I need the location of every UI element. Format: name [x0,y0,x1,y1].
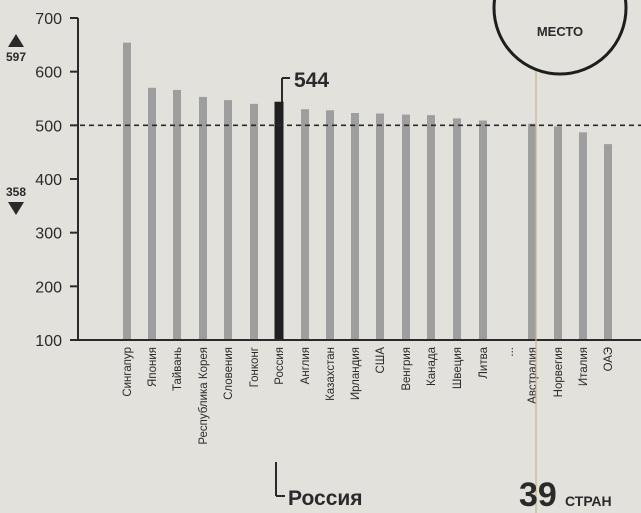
x-tick-label: Япония [147,347,159,387]
y-tick-label: 400 [35,172,62,189]
bar [554,126,562,340]
x-tick-label: Тайвань [172,347,184,391]
russia-name-label: Россия [288,487,363,510]
bars [123,42,612,341]
y-axis: 100 200 300 400 500 600 700 [35,11,79,350]
bar [453,118,461,341]
x-tick-label: Канада [426,346,438,386]
x-labels: Сингапур Япония Тайвань Республика Корея Сло… [122,346,615,444]
y-tick-label: 100 [35,333,62,350]
x-tick-label: Австралия [527,347,539,404]
bar [427,115,435,341]
place-label: МЕСТО [537,24,583,39]
bar [148,87,156,341]
bar [528,123,536,341]
scale-min-marker: 358 [6,185,26,215]
x-tick-label: Норвегия [553,347,565,397]
x-tick-label: Словения [223,347,235,400]
x-tick-label: Литва [478,346,490,378]
x-tick-label: Швеция [452,347,464,389]
scale-max-marker: 597 [6,34,26,64]
x-tick-label: Венгрия [401,347,413,391]
x-tick-label: Казахстан [325,347,337,401]
bar [173,89,181,340]
scale-min-value: 358 [6,185,26,199]
country-count: 39 СТРАН [519,476,612,513]
bar [250,103,258,340]
y-tick-label: 600 [35,65,62,82]
down-triangle-icon [8,202,24,215]
bar [123,42,131,340]
up-triangle-icon [8,34,24,47]
russia-value-label: 544 [294,69,329,92]
bar [579,132,587,340]
y-tick-label: 700 [35,11,62,28]
y-tick-label: 300 [35,226,62,243]
scale-max-value: 597 [6,50,26,64]
bar [376,113,384,340]
bar [224,100,232,340]
bar [351,112,359,341]
place-badge: МЕСТО [492,0,628,76]
place-circle [492,0,628,76]
bar-russia [274,101,284,340]
x-tick-label: Англия [300,347,312,384]
bar [326,110,334,340]
country-count-number: 39 [519,476,557,513]
x-tick-label: Сингапур [122,347,134,397]
x-tick-label: Россия [274,347,286,385]
x-tick-label: Ирландия [350,347,362,400]
x-tick-label: США [375,347,387,374]
x-tick-label: ... [504,347,516,357]
x-tick-label: Италия [578,347,590,386]
y-tick-label: 500 [35,118,62,135]
bar [604,144,612,340]
x-tick-label: Республика Корея [198,347,210,445]
country-count-label: СТРАН [565,493,612,509]
bar [402,114,410,340]
x-tick-label: Гонконг [249,347,261,387]
bar [199,96,207,340]
russia-callout: 544 Россия [275,69,363,510]
x-tick-label: ОАЭ [603,347,615,371]
bar [301,109,309,340]
y-tick-label: 200 [35,279,62,296]
bar [479,120,487,341]
